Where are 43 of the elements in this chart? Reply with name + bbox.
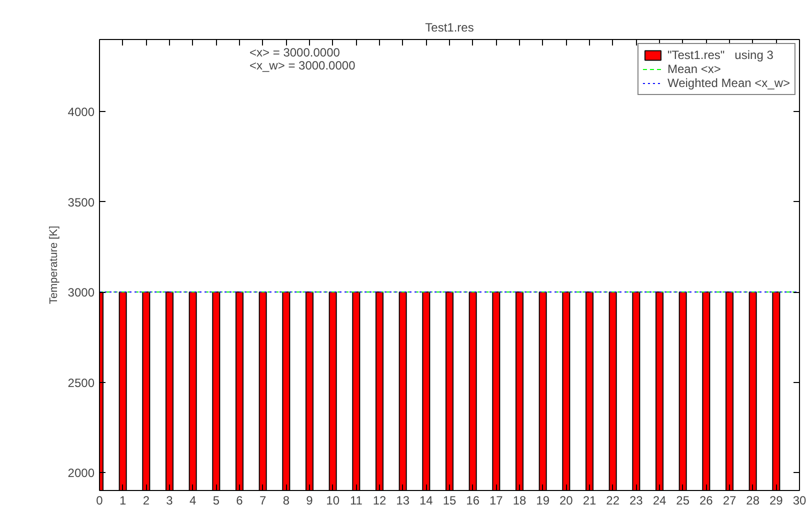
chart-title: Test1.res: [425, 20, 474, 34]
y-tick-label: 3000: [68, 286, 95, 300]
annotation: <x_w> = 3000.0000: [250, 58, 356, 72]
x-tick-label: 20: [559, 494, 574, 508]
y-tick-label: 2000: [68, 466, 95, 480]
x-tick-label: 12: [372, 494, 386, 508]
x-tick-label: 10: [326, 494, 340, 508]
x-tick-label: 1: [119, 494, 126, 508]
x-tick-label: 16: [466, 494, 480, 508]
x-tick-label: 30: [792, 494, 806, 508]
x-tick-label: 29: [769, 494, 784, 508]
x-tick-label: 8: [282, 494, 290, 508]
y-axis-title: Temperature [K]: [48, 226, 60, 304]
x-tick-label: 13: [396, 494, 410, 508]
x-tick-label: 7: [259, 494, 266, 508]
x-tick-label: 18: [512, 494, 526, 508]
y-tick-label: 4000: [68, 105, 95, 120]
x-tick-label: 19: [536, 494, 550, 508]
y-tick-label: 2500: [68, 376, 95, 390]
x-tick-label: 0: [96, 494, 104, 508]
y-tick-label: 3500: [68, 195, 95, 210]
x-tick-label: 26: [699, 494, 714, 508]
annotation: <x> = 3000.0000: [250, 46, 340, 60]
x-tick-label: 11: [350, 494, 363, 508]
x-tick-label: 21: [582, 494, 596, 508]
x-tick-label: 3: [166, 494, 174, 508]
legend-label: "Test1.res" using 3: [667, 48, 774, 62]
x-tick-label: 15: [442, 494, 456, 508]
x-tick-label: 4: [189, 494, 196, 508]
legend-label: Mean <x>: [667, 62, 721, 76]
x-tick-label: 5: [212, 494, 220, 508]
x-tick-label: 25: [676, 494, 690, 508]
x-tick-label: 2: [142, 494, 150, 508]
x-tick-label: 28: [746, 494, 760, 508]
x-tick-label: 22: [606, 494, 620, 508]
x-tick-label: 23: [629, 494, 644, 508]
x-tick-label: 14: [419, 494, 434, 508]
x-tick-label: 17: [489, 494, 504, 508]
x-tick-label: 24: [652, 494, 666, 508]
x-tick-label: 27: [722, 494, 736, 508]
x-tick-label: 9: [306, 494, 314, 508]
x-tick-label: 6: [236, 494, 244, 508]
legend-label: Weighted Mean <x_w>: [667, 76, 790, 90]
